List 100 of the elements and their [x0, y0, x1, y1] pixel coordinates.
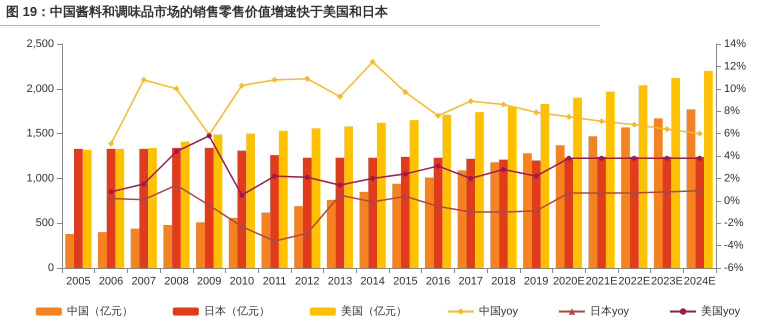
x-tick-label: 2011: [262, 276, 286, 288]
bar: [606, 91, 615, 268]
bar: [204, 148, 214, 268]
point: [631, 190, 638, 196]
bar: [377, 122, 386, 268]
x-tick-label: 2015: [393, 276, 418, 288]
point: [435, 112, 442, 119]
point: [664, 156, 670, 161]
point: [566, 156, 572, 161]
x-tick-label: 2006: [98, 276, 124, 288]
bar: [139, 148, 148, 268]
point: [272, 174, 278, 179]
bar: [214, 134, 222, 268]
y-tick-label: 2,000: [26, 82, 54, 95]
legend-label: 日本yoy: [590, 304, 630, 318]
bar: [302, 158, 312, 268]
point: [402, 193, 408, 200]
bar: [662, 156, 672, 268]
point: [664, 188, 670, 195]
bar: [400, 156, 410, 268]
bar: [130, 228, 140, 268]
x-tick-label: 2023E: [651, 276, 683, 288]
legend-label: 中国（亿元）: [66, 304, 133, 318]
x-tick-label: 2013: [328, 276, 352, 288]
point: [436, 164, 441, 169]
bar: [115, 148, 124, 268]
y2-tick-label: -6%: [724, 262, 744, 274]
bar: [196, 222, 205, 268]
y2-tick-label: -2%: [724, 217, 744, 230]
point: [566, 190, 572, 196]
point: [108, 196, 114, 202]
y-tick-label: 1,500: [26, 128, 54, 140]
bar: [65, 234, 74, 268]
bar: [434, 158, 442, 268]
bar: [98, 232, 107, 268]
point: [370, 176, 376, 181]
x-tick-label: 2009: [196, 276, 222, 288]
bar: [278, 130, 288, 268]
x-tick-label: 2008: [164, 276, 189, 288]
y-tick-label: 2,500: [26, 38, 54, 50]
bar: [540, 104, 550, 268]
bar: [106, 148, 116, 268]
point: [272, 238, 278, 244]
y-tick-label: 500: [36, 217, 54, 230]
y2-tick-label: 2%: [724, 172, 740, 184]
point: [238, 224, 245, 230]
point: [697, 156, 702, 161]
y2-tick-label: 14%: [724, 38, 746, 50]
point: [304, 76, 310, 82]
bar: [163, 224, 172, 268]
legend-label: 中国yoy: [478, 304, 518, 318]
bar: [312, 128, 320, 268]
bar: [74, 148, 83, 268]
bar: [475, 112, 484, 268]
point: [533, 208, 540, 214]
point: [337, 182, 342, 188]
bar: [508, 106, 517, 268]
x-tick-label: 2007: [132, 276, 156, 288]
x-tick-label: 2020E: [552, 276, 585, 288]
point: [304, 174, 310, 180]
bar: [424, 178, 434, 268]
bar: [246, 134, 255, 268]
point: [304, 230, 310, 236]
bar: [638, 85, 648, 268]
y2-tick-label: 4%: [724, 150, 740, 162]
point: [468, 176, 474, 181]
point: [173, 182, 180, 188]
point: [238, 82, 245, 88]
point: [402, 89, 408, 96]
point: [140, 196, 147, 203]
point: [468, 98, 474, 104]
bar: [336, 158, 344, 268]
y2-tick-label: 0%: [724, 194, 740, 207]
bar: [368, 158, 378, 268]
bar: [695, 156, 704, 268]
bar: [621, 127, 630, 268]
point: [336, 94, 343, 100]
x-tick-label: 2024E: [684, 276, 716, 288]
point: [141, 182, 146, 186]
point: [599, 156, 604, 161]
point: [664, 126, 670, 132]
bar: [532, 160, 541, 268]
bar: [237, 150, 246, 268]
bar: [410, 120, 418, 268]
bar: [172, 148, 181, 268]
bar: [556, 145, 564, 268]
y-tick-label: 0: [48, 262, 54, 274]
x-tick-label: 2014: [360, 276, 385, 288]
bar: [686, 109, 696, 268]
bar: [180, 142, 190, 268]
bar: [148, 148, 157, 268]
x-tick-label: 2016: [426, 276, 450, 288]
point: [206, 202, 212, 208]
point: [566, 114, 572, 120]
point: [696, 188, 703, 194]
bar: [360, 192, 368, 268]
bar: [466, 158, 476, 268]
point: [598, 118, 605, 124]
point: [696, 130, 703, 137]
point: [370, 58, 376, 65]
